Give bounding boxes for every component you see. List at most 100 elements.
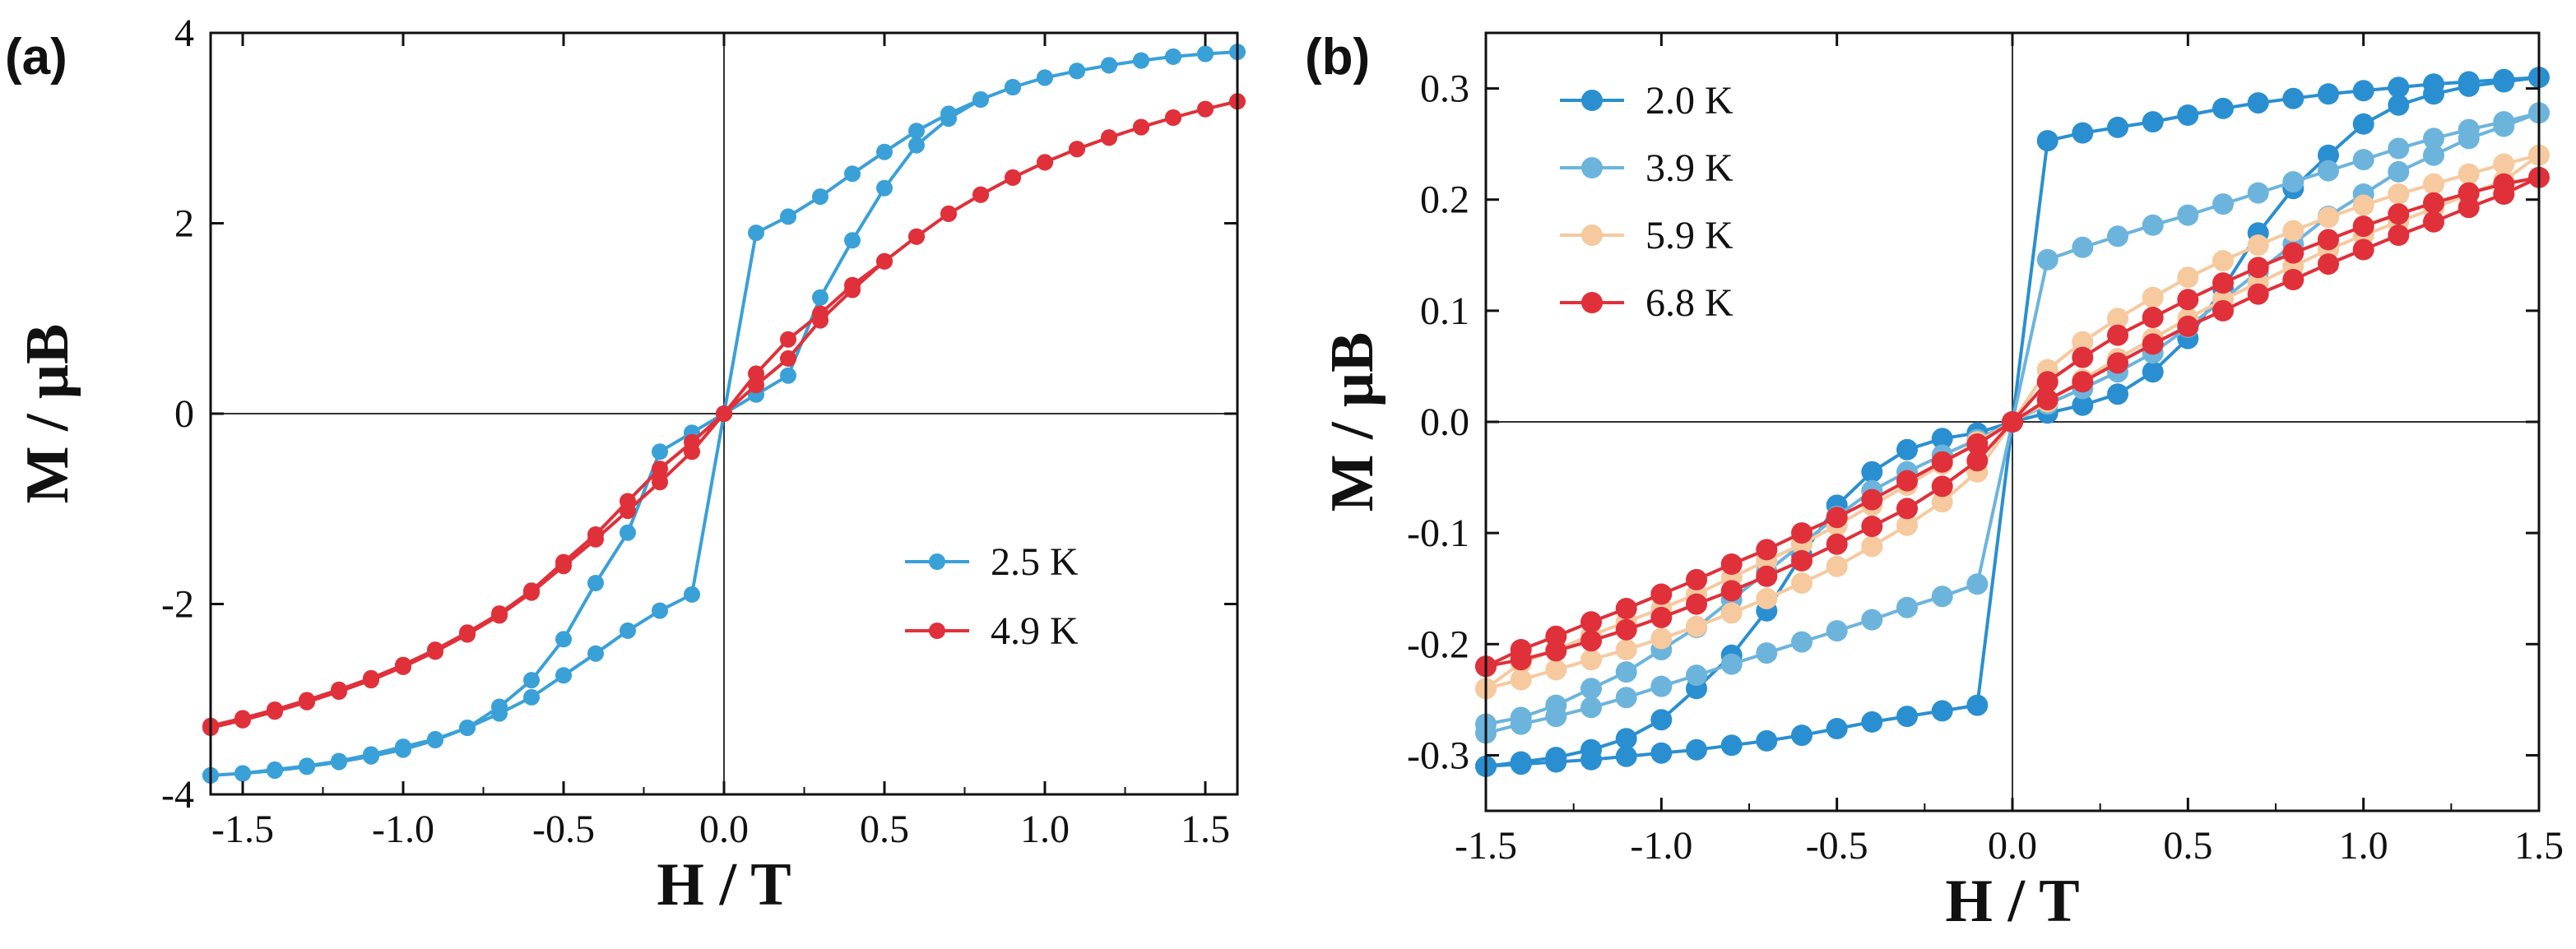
data-point-6-8-k-51 <box>1791 522 1812 544</box>
data-point-2-5-k-19 <box>812 289 828 306</box>
data-point-6-8-k-59 <box>1510 639 1532 660</box>
data-point-2-0-k-25 <box>2352 113 2374 135</box>
data-point-2-5-k-39 <box>1005 79 1021 95</box>
data-point-4-9-k-51 <box>620 493 636 510</box>
data-point-3-9-k-5 <box>1650 675 1673 697</box>
x-tick-label: -0.5 <box>532 808 595 851</box>
data-point-2-5-k-44 <box>844 165 861 183</box>
data-point-2-0-k-8 <box>1756 729 1778 752</box>
data-point-6-8-k-44 <box>2036 371 2058 393</box>
data-point-4-9-k-56 <box>459 624 476 641</box>
data-point-6-8-k-4 <box>1615 618 1637 641</box>
data-point-6-8-k-7 <box>1720 580 1743 602</box>
data-point-2-0-k-18 <box>2107 383 2128 405</box>
legend-label-5-9-k: 5.9 K <box>1645 214 1734 257</box>
data-point-2-0-k-31 <box>2493 68 2515 90</box>
data-point-5-9-k-42 <box>2107 308 2128 330</box>
data-point-2-5-k-22 <box>908 137 925 154</box>
data-point-3-9-k-35 <box>2352 149 2374 171</box>
data-point-2-5-k-51 <box>620 524 636 541</box>
data-point-3-9-k-8 <box>1756 642 1778 664</box>
data-point-2-0-k-59 <box>1510 751 1532 773</box>
x-tick-label: 1.5 <box>2514 824 2564 868</box>
data-point-6-8-k-21 <box>2212 299 2234 322</box>
data-point-2-5-k-60 <box>331 753 347 771</box>
data-point-6-8-k-47 <box>1931 451 1953 473</box>
data-point-5-9-k-43 <box>2072 331 2094 353</box>
data-point-2-0-k-47 <box>1931 428 1953 450</box>
y-tick-label: 0.0 <box>1420 400 1469 444</box>
data-point-4-9-k-52 <box>587 526 604 543</box>
data-point-6-8-k-43 <box>2072 346 2094 368</box>
data-point-2-5-k-46 <box>780 208 796 225</box>
data-point-4-9-k-63 <box>234 710 251 727</box>
data-point-6-8-k-17 <box>2072 371 2094 393</box>
legend-marker-2-0-k <box>1581 90 1603 111</box>
data-point-2-0-k-24 <box>2318 144 2339 166</box>
data-point-5-9-k-3 <box>1580 649 1602 671</box>
data-point-5-9-k-12 <box>1896 514 1918 536</box>
data-point-3-9-k-12 <box>1896 596 1918 618</box>
data-point-3-9-k-40 <box>2177 204 2199 226</box>
data-point-4-9-k-53 <box>555 553 572 571</box>
data-point-6-8-k-26 <box>2388 225 2410 246</box>
data-point-2-0-k-19 <box>2142 361 2164 383</box>
data-point-6-8-k-12 <box>1896 498 1918 520</box>
data-point-2-0-k-32 <box>2458 71 2480 93</box>
data-point-2-5-k-56 <box>459 720 476 736</box>
data-point-4-9-k-49 <box>684 433 700 451</box>
data-point-3-9-k-57 <box>1580 678 1602 700</box>
data-point-3-9-k-3 <box>1580 697 1602 719</box>
data-point-5-9-k-33 <box>2423 173 2444 195</box>
data-point-2-5-k-11 <box>555 667 572 684</box>
data-point-2-0-k-11 <box>1861 711 1883 733</box>
data-point-2-5-k-45 <box>812 188 828 206</box>
data-point-2-5-k-47 <box>748 225 764 242</box>
data-point-4-9-k-47 <box>748 365 764 382</box>
data-point-2-5-k-50 <box>652 443 668 461</box>
y-tick-label: -0.1 <box>1407 512 1469 555</box>
data-point-2-0-k-4 <box>1615 745 1637 767</box>
data-point-2-0-k-49 <box>1861 461 1883 483</box>
data-point-6-8-k-33 <box>2423 192 2444 214</box>
data-point-2-0-k-7 <box>1720 734 1743 757</box>
data-point-5-9-k-34 <box>2388 183 2410 205</box>
data-point-4-9-k-57 <box>427 641 443 659</box>
data-point-2-0-k-14 <box>1966 694 1989 716</box>
legend-marker-4-9-k <box>929 623 945 639</box>
data-point-6-8-k-49 <box>1861 488 1883 511</box>
data-point-2-5-k-52 <box>587 575 604 591</box>
data-point-6-8-k-18 <box>2107 352 2128 374</box>
data-point-6-8-k-25 <box>2352 238 2374 261</box>
data-point-4-9-k-39 <box>1005 169 1021 186</box>
data-point-5-9-k-8 <box>1756 587 1778 609</box>
data-point-2-0-k-48 <box>1896 438 1918 461</box>
data-point-2-5-k-41 <box>940 105 957 123</box>
data-point-6-8-k-40 <box>2177 289 2199 311</box>
data-point-4-9-k-36 <box>1101 129 1117 146</box>
legend-marker-2-5-k <box>929 553 945 570</box>
legend-marker-5-9-k <box>1581 225 1603 246</box>
x-tick-label: 0.5 <box>860 808 909 851</box>
data-point-5-9-k-2 <box>1545 659 1567 681</box>
data-point-6-8-k-24 <box>2318 253 2339 275</box>
data-point-4-9-k-38 <box>1037 154 1053 171</box>
y-tick-label: 0.3 <box>1420 67 1469 111</box>
data-point-2-0-k-13 <box>1931 700 1953 722</box>
data-point-3-9-k-6 <box>1686 664 1707 687</box>
y-tick-label: -0.3 <box>1407 734 1469 777</box>
y-axis-label: M / μB <box>1319 332 1386 512</box>
data-point-2-5-k-34 <box>1165 48 1181 65</box>
data-point-2-5-k-58 <box>395 741 411 758</box>
data-point-5-9-k-10 <box>1826 555 1848 577</box>
data-point-5-9-k-6 <box>1686 615 1707 637</box>
data-point-3-9-k-33 <box>2423 127 2444 150</box>
legend-marker-3-9-k <box>1581 157 1603 178</box>
y-tick-label: -0.2 <box>1407 623 1469 666</box>
data-point-3-9-k-31 <box>2493 111 2515 133</box>
data-point-2-5-k-13 <box>620 622 636 639</box>
data-point-2-0-k-42 <box>2107 116 2128 138</box>
data-point-4-9-k-35 <box>1133 118 1149 136</box>
data-point-3-9-k-36 <box>2318 160 2339 182</box>
data-point-6-8-k-5 <box>1650 606 1673 628</box>
